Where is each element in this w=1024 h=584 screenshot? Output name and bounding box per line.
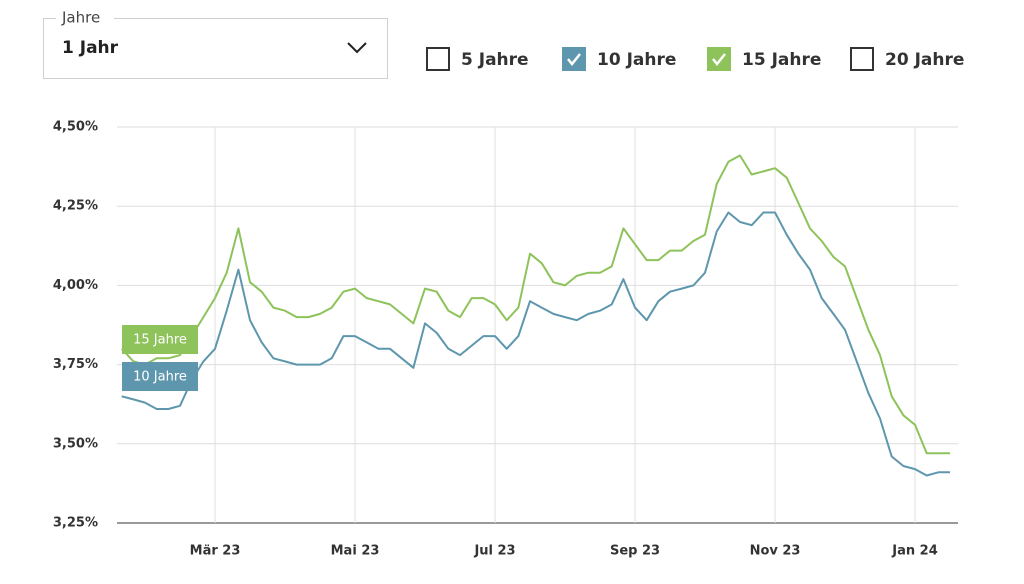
y-tick-label: 4,00% <box>53 278 98 293</box>
y-tick-label: 3,75% <box>53 357 98 372</box>
x-tick-label: Sep 23 <box>610 544 660 559</box>
dropdown-chevron <box>347 42 367 54</box>
dropdown[interactable] <box>43 18 388 79</box>
checkmark <box>567 53 581 67</box>
series-tag-label: 15 Jahre <box>133 333 187 348</box>
checkmark <box>712 53 726 67</box>
checkbox-label[interactable]: 5 Jahre <box>461 50 529 70</box>
checkbox-label[interactable]: 20 Jahre <box>885 50 964 70</box>
checkbox-label[interactable]: 10 Jahre <box>597 50 676 70</box>
series-tag <box>122 362 198 391</box>
x-tick-label: Jul 23 <box>473 544 515 559</box>
checkbox[interactable] <box>426 47 450 71</box>
series-line <box>120 154 950 455</box>
y-tick-label: 3,50% <box>53 436 98 451</box>
series-tag-label: 10 Jahre <box>133 370 187 385</box>
y-tick-label: 4,50% <box>53 120 98 135</box>
checkbox[interactable] <box>707 47 731 71</box>
y-tick-label: 3,25% <box>53 516 98 531</box>
y-tick-label: 4,25% <box>53 199 98 214</box>
dropdown-label: Jahre <box>61 9 100 27</box>
series-tag <box>122 325 198 354</box>
dropdown-value: 1 Jahr <box>62 38 119 58</box>
x-tick-label: Nov 23 <box>750 544 801 559</box>
x-tick-label: Mai 23 <box>331 544 380 559</box>
series-line <box>121 211 950 477</box>
x-tick-label: Mär 23 <box>190 544 241 559</box>
checkbox[interactable] <box>562 47 586 71</box>
checkbox[interactable] <box>850 47 874 71</box>
checkbox-label[interactable]: 15 Jahre <box>742 50 821 70</box>
x-tick-label: Jan 24 <box>891 544 937 559</box>
dropdown-label-bg <box>56 10 114 26</box>
